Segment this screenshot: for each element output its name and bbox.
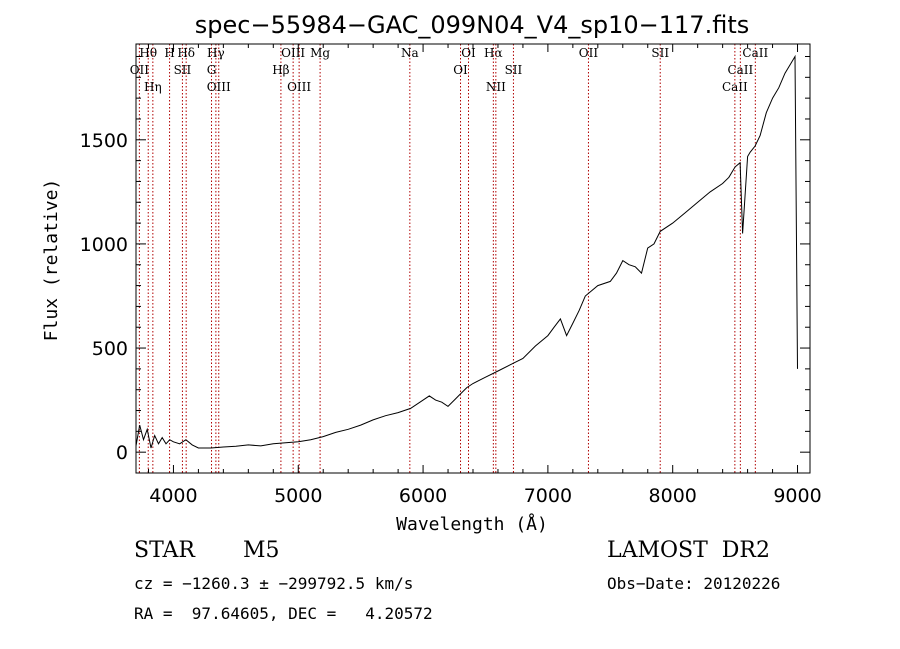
line-marker-label: OII [130, 63, 150, 77]
x-axis-label: Wavelength (Å) [396, 513, 548, 535]
line-marker-label: SII [174, 63, 192, 77]
x-tick-label: 5000 [274, 485, 322, 507]
line-marker-label: G [207, 63, 217, 77]
line-marker-label: CaII [727, 63, 753, 77]
object-subclass: M5 [243, 538, 280, 563]
line-marker-label: OI [453, 63, 468, 77]
y-axis-label: Flux (relative) [41, 179, 62, 342]
line-marker-label: CaII [722, 80, 748, 94]
x-tick-label: 7000 [524, 485, 572, 507]
object-class: STAR [134, 538, 195, 563]
line-marker-label: Mg [310, 46, 330, 60]
axis-ticks [136, 44, 810, 474]
line-marker-label: OI [461, 46, 476, 60]
line-marker-label: OIII [207, 80, 231, 94]
line-marker-label: Hβ [272, 63, 289, 77]
redshift-info: cz = −1260.3 ± −299792.5 km/s [134, 574, 414, 593]
line-marker-label: Hδ [177, 46, 195, 60]
y-tick-label: 0 [116, 442, 128, 464]
y-tick-label: 1500 [80, 130, 128, 152]
survey-name: LAMOST DR2 [607, 538, 770, 563]
plot-frame [135, 43, 811, 474]
line-marker-label: Hγ [207, 46, 225, 60]
line-marker-label: SII [505, 63, 523, 77]
x-tick-label: 8000 [649, 485, 697, 507]
chart-title: spec−55984−GAC_099N04_V4_sp10−117.fits [195, 11, 749, 39]
line-marker-label: CaII [742, 46, 768, 60]
line-marker-label: Hη [144, 80, 162, 94]
observation-date: Obs−Date: 20120226 [607, 574, 781, 593]
line-marker-label: OIII [287, 80, 311, 94]
x-tick-label: 9000 [773, 485, 821, 507]
line-marker-label: OIII [281, 46, 305, 60]
line-marker-label: OII [579, 46, 599, 60]
line-marker-label: Hθ [139, 46, 157, 60]
tick-labels: 4000 5000 6000 7000 8000 9000 0 500 1000 1500 [80, 130, 822, 507]
line-marker-label: SII [651, 46, 669, 60]
line-marker-label: Hα [484, 46, 503, 60]
y-tick-label: 500 [92, 338, 128, 360]
y-tick-label: 1000 [80, 234, 128, 256]
x-tick-label: 4000 [149, 485, 197, 507]
line-marker-label: Na [401, 46, 419, 60]
x-tick-label: 6000 [399, 485, 447, 507]
coordinates: RA = 97.64605, DEC = 4.20572 [134, 604, 433, 623]
spectrum-line [135, 54, 798, 449]
line-marker-label: H [164, 46, 174, 60]
line-marker-label: NII [486, 80, 506, 94]
